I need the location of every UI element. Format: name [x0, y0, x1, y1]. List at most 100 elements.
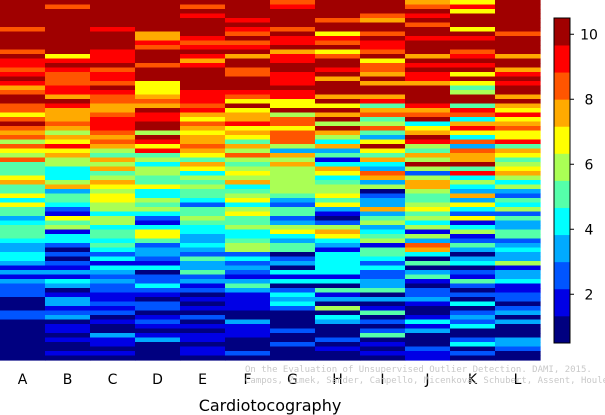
- heatmap-cell-A-66: [0, 297, 46, 303]
- heatmap-cell-J-25: [405, 112, 451, 118]
- heatmap-cell-E-30: [180, 135, 226, 141]
- heatmap-cell-C-61: [90, 274, 136, 280]
- heatmap-cell-I-40: [360, 180, 406, 186]
- heatmap-cell-I-49: [360, 220, 406, 226]
- heatmap-cell-A-78: [0, 351, 46, 357]
- heatmap-cell-E-1: [180, 4, 226, 10]
- heatmap-cell-D-18: [135, 81, 181, 87]
- heatmap-cell-I-6: [360, 27, 406, 33]
- heatmap-cell-I-10: [360, 45, 406, 51]
- heatmap-cell-B-57: [45, 256, 91, 262]
- column-label-A: A: [18, 372, 28, 388]
- heatmap-cell-B-19: [45, 85, 91, 91]
- heatmap-cell-H-37: [315, 166, 361, 172]
- heatmap-cell-L-56: [495, 252, 541, 258]
- heatmap-cell-D-78: [135, 351, 181, 357]
- heatmap-cell-F-21: [225, 94, 271, 100]
- heatmap-cell-H-18: [315, 81, 361, 87]
- heatmap-cell-E-34: [180, 153, 226, 159]
- heatmap-cell-B-10: [45, 45, 91, 51]
- heatmap-cell-H-3: [315, 13, 361, 19]
- heatmap-cell-K-30: [450, 135, 496, 141]
- heatmap-cell-K-2: [450, 9, 496, 15]
- heatmap-cell-H-14: [315, 63, 361, 69]
- heatmap-cell-E-63: [180, 283, 226, 289]
- heatmap-cell-B-75: [45, 337, 91, 343]
- heatmap-cell-B-63: [45, 283, 91, 289]
- heatmap-cell-C-73: [90, 328, 136, 334]
- heatmap-cell-I-77: [360, 346, 406, 352]
- heatmap-cell-L-77: [495, 346, 541, 352]
- heatmap-cell-G-40: [270, 180, 316, 186]
- heatmap-cell-D-31: [135, 139, 181, 145]
- heatmap-cell-H-10: [315, 45, 361, 51]
- heatmap-cell-G-9: [270, 40, 316, 46]
- heatmap-cell-I-66: [360, 297, 406, 303]
- heatmap-cell-G-26: [270, 117, 316, 123]
- heatmap-cell-J-60: [405, 270, 451, 276]
- heatmap-cell-A-5: [0, 22, 46, 28]
- heatmap-cell-C-76: [90, 342, 136, 348]
- colorbar-band-7: [554, 126, 570, 154]
- heatmap-cell-L-50: [495, 225, 541, 231]
- heatmap-cell-A-55: [0, 247, 46, 253]
- heatmap-cell-G-35: [270, 157, 316, 163]
- heatmap-cell-C-65: [90, 292, 136, 298]
- heatmap-cell-C-53: [90, 238, 136, 244]
- heatmap-cell-G-55: [270, 247, 316, 253]
- heatmap-cell-J-36: [405, 162, 451, 168]
- heatmap-cell-B-60: [45, 270, 91, 276]
- heatmap-cell-F-54: [225, 243, 271, 249]
- heatmap-cell-J-45: [405, 202, 451, 208]
- heatmap-cell-F-24: [225, 108, 271, 114]
- heatmap-cell-K-43: [450, 193, 496, 199]
- heatmap-cell-C-23: [90, 103, 136, 109]
- heatmap-cell-I-64: [360, 288, 406, 294]
- heatmap-cell-F-60: [225, 270, 271, 276]
- heatmap-cell-G-21: [270, 94, 316, 100]
- heatmap-cell-B-38: [45, 171, 91, 177]
- heatmap-cell-F-32: [225, 144, 271, 150]
- heatmap-cell-F-41: [225, 184, 271, 190]
- heatmap-cell-A-1: [0, 4, 46, 10]
- heatmap-cell-E-72: [180, 324, 226, 330]
- heatmap-cell-G-30: [270, 135, 316, 141]
- heatmap-cell-J-16: [405, 72, 451, 78]
- heatmap-cell-E-57: [180, 256, 226, 262]
- heatmap-cell-B-6: [45, 27, 91, 33]
- heatmap-cell-F-6: [225, 27, 271, 33]
- heatmap-cell-J-43: [405, 193, 451, 199]
- heatmap-cell-J-11: [405, 49, 451, 55]
- heatmap-cell-L-11: [495, 49, 541, 55]
- heatmap-cell-A-19: [0, 85, 46, 91]
- heatmap-cell-I-65: [360, 292, 406, 298]
- heatmap-cell-G-24: [270, 108, 316, 114]
- heatmap-cell-J-14: [405, 63, 451, 69]
- heatmap-cell-E-42: [180, 189, 226, 195]
- heatmap-cell-J-8: [405, 36, 451, 42]
- heatmap-cell-I-34: [360, 153, 406, 159]
- heatmap-cell-B-31: [45, 139, 91, 145]
- heatmap-cell-H-47: [315, 211, 361, 217]
- heatmap-cell-J-38: [405, 171, 451, 177]
- heatmap-cell-B-12: [45, 54, 91, 60]
- heatmap-cell-G-34: [270, 153, 316, 159]
- heatmap-cell-B-62: [45, 279, 91, 285]
- heatmap-cell-C-64: [90, 288, 136, 294]
- heatmap-cell-B-40: [45, 180, 91, 186]
- heatmap-cell-E-55: [180, 247, 226, 253]
- heatmap-cell-H-77: [315, 346, 361, 352]
- heatmap-cell-A-46: [0, 207, 46, 213]
- heatmap-cell-I-50: [360, 225, 406, 231]
- heatmap-cell-E-74: [180, 333, 226, 339]
- heatmap-cell-I-16: [360, 72, 406, 78]
- heatmap-cell-B-41: [45, 184, 91, 190]
- heatmap-cell-E-41: [180, 184, 226, 190]
- heatmap-cell-K-67: [450, 301, 496, 307]
- heatmap-cell-L-41: [495, 184, 541, 190]
- heatmap-cell-B-5: [45, 22, 91, 28]
- heatmap-cell-E-69: [180, 310, 226, 316]
- heatmap-cell-B-13: [45, 58, 91, 64]
- heatmap-cell-K-33: [450, 148, 496, 154]
- heatmap-cell-F-72: [225, 324, 271, 330]
